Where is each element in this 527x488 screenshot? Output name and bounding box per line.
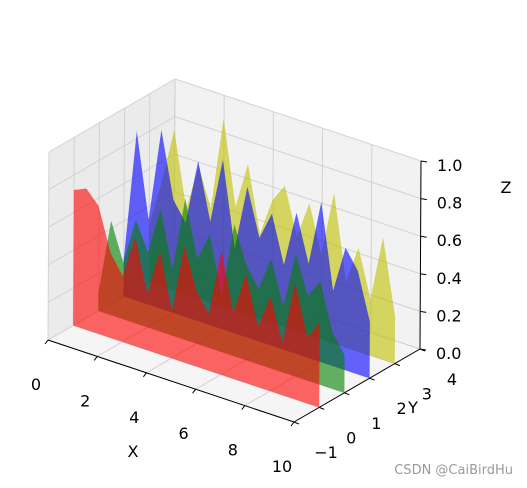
z-tick-mark [420,273,427,276]
grid-z-back [174,153,421,237]
y-tick-label: 3 [422,385,432,404]
z-tick-mark [420,198,427,201]
z-tick-label: 1.0 [437,156,462,175]
z-tick-label: 0.6 [437,231,462,250]
x-tick-label: 2 [80,391,90,410]
series-polygons [73,118,396,408]
y-tick-mark [344,392,350,396]
x-tick-mark [241,405,246,410]
y-tick-label: 2 [397,399,407,418]
y-axis-label: Y [407,398,418,417]
y-tick-mark [369,377,375,381]
x-axis-label: X [128,442,139,461]
grid-z-left [48,78,176,153]
y-tick-mark [319,406,325,410]
grid-z-back [174,116,421,200]
grid-z-left [48,153,175,228]
x-tick-mark [93,356,98,361]
x-tick-mark [142,372,147,378]
x-tick-mark [290,421,295,427]
y-tick-label: 1 [371,414,381,433]
y-tick-label: −1 [314,443,338,462]
x-tick-mark [192,388,197,394]
z-tick-label: 0.4 [436,269,461,288]
z-axis-label: Z [501,178,512,197]
y-tick-label: 4 [447,370,457,389]
grid-y-left [47,151,50,341]
y-tick-mark [394,363,400,367]
z-tick-mark [420,235,427,238]
x-tick-label: 4 [129,408,139,427]
x-tick-label: 10 [272,457,292,476]
x-tick-label: 0 [31,375,41,394]
x-tick-mark [44,339,49,345]
z-tick-label: 0.8 [437,194,462,213]
axes [44,160,428,427]
z-axis-line [419,160,422,350]
x-tick-label: 6 [179,424,189,443]
z-tick-label: 0.0 [436,344,461,363]
z-tick-label: 0.2 [436,306,461,325]
x-tick-label: 8 [228,441,238,460]
grid-z-left [48,116,176,191]
y-axis-line [293,348,421,423]
x-axis-line [47,339,295,423]
series-area-y0 [73,188,320,408]
y-tick-mark [293,421,300,425]
y-tick-label: 0 [346,428,356,447]
grid-z-back [174,78,422,162]
z-tick-mark [419,348,427,351]
z-tick-mark [420,310,427,313]
z-tick-mark [420,160,428,163]
watermark: CSDN @CaiBirdHu [394,463,513,478]
